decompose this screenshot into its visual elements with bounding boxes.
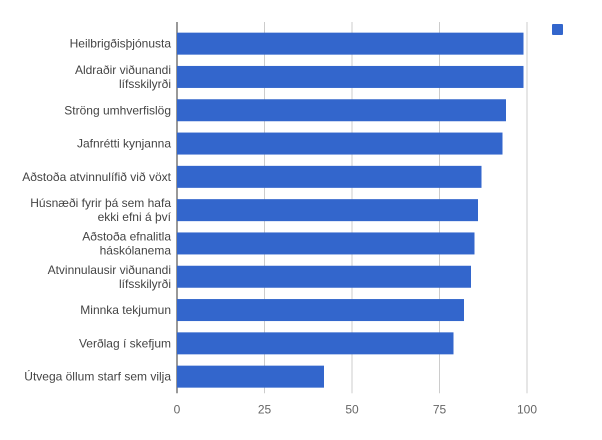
bar [177,99,506,122]
legend [552,24,563,35]
category-labels: Heilbrigðisþjónusta Aldraðir viðunandi líf… [22,37,171,384]
bar [177,365,324,388]
bar [177,132,503,155]
bar [177,332,454,355]
bars [177,32,524,388]
bar [177,232,475,255]
bar [177,65,524,88]
category-label: Aldraðir viðunandi lífsskilyrði [75,63,171,91]
x-tick-label: 50 [345,402,359,416]
category-label: Ströng umhverfislög [64,103,171,117]
bar [177,199,478,222]
category-label: Minnka tekjumun [80,303,171,317]
bar [177,299,464,322]
bar [177,265,471,288]
category-label: Aðstoða efnalitla háskólanema [82,229,171,257]
legend-swatch [552,24,563,35]
x-axis-ticks: 0 25 50 75 100 [174,402,538,416]
category-label: Verðlag í skefjum [79,336,171,350]
category-label: Heilbrigðisþjónusta [70,37,172,51]
category-label: Atvinnulausir viðunandi lífsskilyrði [48,263,171,291]
category-label: Húsnæði fyrir þá sem hafa ekki efni á því [30,196,171,224]
x-tick-label: 0 [174,402,181,416]
bar [177,165,482,188]
category-label: Útvega öllum starf sem vilja [24,369,171,384]
category-label: Aðstoða atvinnulífið við vöxt [22,170,171,184]
category-label: Jafnrétti kynjanna [77,137,171,151]
x-tick-label: 75 [433,402,447,416]
bar [177,32,524,55]
x-tick-label: 25 [258,402,272,416]
x-tick-label: 100 [517,402,537,416]
